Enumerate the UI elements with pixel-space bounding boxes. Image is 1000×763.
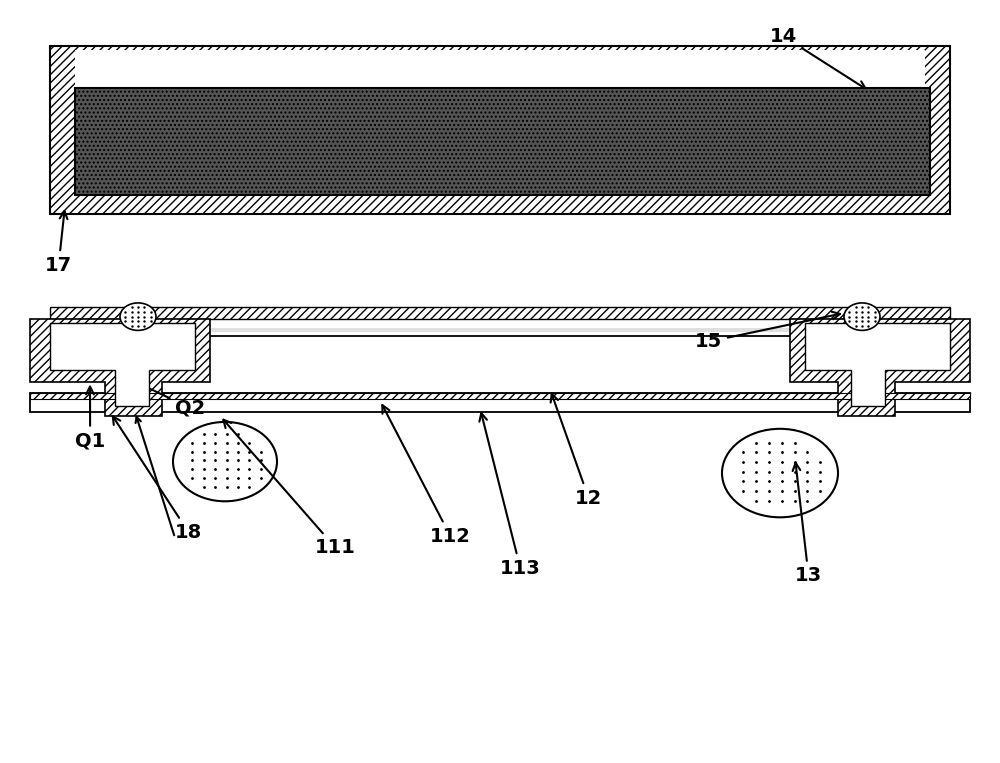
Text: Q1: Q1 [75, 387, 105, 450]
Bar [30, 393, 970, 399]
Text: 14: 14 [770, 27, 866, 89]
Polygon shape [805, 323, 950, 406]
Polygon shape [50, 323, 195, 406]
Bar [75, 50, 925, 191]
Bar [75, 88, 930, 195]
Bar [50, 46, 950, 214]
Text: 17: 17 [45, 211, 72, 275]
Polygon shape [30, 319, 210, 416]
Circle shape [120, 303, 156, 330]
Text: 113: 113 [479, 413, 541, 578]
Text: 11: 11 [290, 95, 376, 157]
Text: 111: 111 [223, 420, 356, 557]
Text: 12: 12 [551, 394, 602, 507]
Text: 13: 13 [793, 463, 822, 585]
Text: 112: 112 [382, 405, 471, 546]
Text: Q2: Q2 [140, 384, 205, 417]
Bar [30, 393, 970, 412]
Polygon shape [790, 319, 970, 416]
Circle shape [173, 422, 277, 501]
Bar [50, 307, 950, 319]
Text: 15: 15 [695, 312, 840, 351]
Circle shape [722, 429, 838, 517]
Circle shape [844, 303, 880, 330]
Bar [50, 328, 950, 332]
Text: 19: 19 [460, 111, 497, 156]
Text: 18: 18 [113, 417, 202, 542]
Bar [50, 319, 950, 336]
